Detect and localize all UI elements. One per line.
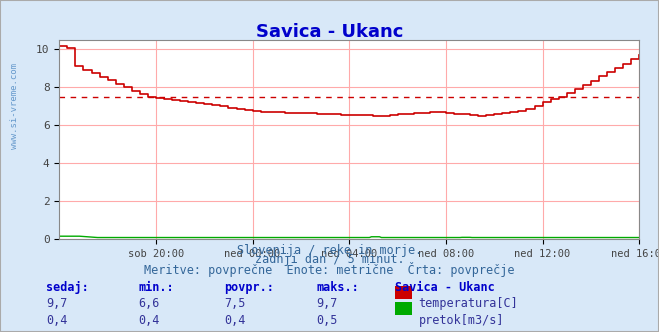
Text: Savica - Ukanc: Savica - Ukanc: [256, 23, 403, 41]
Text: 9,7: 9,7: [46, 297, 67, 310]
Text: sedaj:: sedaj:: [46, 281, 89, 293]
Text: 0,4: 0,4: [46, 314, 67, 327]
Text: pretok[m3/s]: pretok[m3/s]: [418, 314, 504, 327]
Text: 0,5: 0,5: [316, 314, 337, 327]
Text: zadnji dan / 5 minut.: zadnji dan / 5 minut.: [254, 253, 405, 266]
Text: 9,7: 9,7: [316, 297, 337, 310]
Text: www.si-vreme.com: www.si-vreme.com: [10, 63, 19, 149]
Text: min.:: min.:: [138, 281, 174, 293]
Text: Slovenija / reke in morje.: Slovenija / reke in morje.: [237, 244, 422, 257]
Text: 0,4: 0,4: [138, 314, 159, 327]
Text: Meritve: povprečne  Enote: metrične  Črta: povprečje: Meritve: povprečne Enote: metrične Črta:…: [144, 262, 515, 277]
Text: 7,5: 7,5: [224, 297, 245, 310]
Text: maks.:: maks.:: [316, 281, 359, 293]
Text: temperatura[C]: temperatura[C]: [418, 297, 518, 310]
Text: Savica - Ukanc: Savica - Ukanc: [395, 281, 495, 293]
Text: povpr.:: povpr.:: [224, 281, 274, 293]
Text: 6,6: 6,6: [138, 297, 159, 310]
Text: 0,4: 0,4: [224, 314, 245, 327]
